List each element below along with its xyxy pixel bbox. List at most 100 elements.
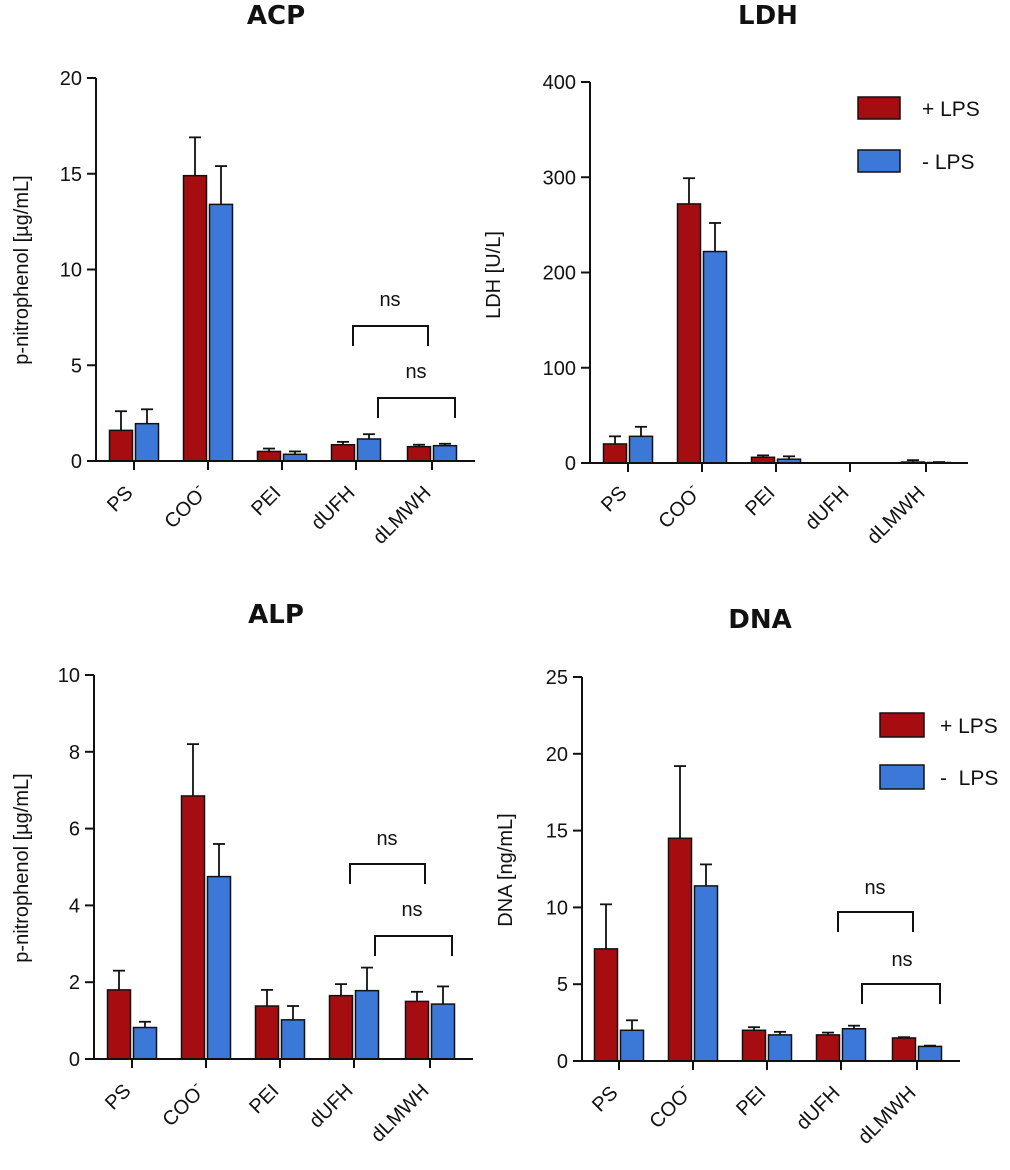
bar-plus-lps-dlmwh: [406, 445, 432, 462]
legend-swatch-minus-lps: [879, 764, 925, 790]
bar-plus-lps-dlmwh: [404, 1000, 430, 1060]
bar-plus-lps-pei: [741, 1029, 767, 1062]
chart-title-dna: DNA: [728, 605, 791, 635]
legend-swatch-plus-lps: [857, 96, 901, 120]
bar-minus-lps-pei: [767, 1034, 793, 1062]
ns-label: ns: [891, 949, 912, 971]
significance-bracket: ns: [837, 877, 914, 932]
legend-label-minus-lps: - LPS: [940, 767, 998, 790]
y-tick-label: 15: [60, 164, 82, 186]
y-tick-label: 10: [60, 260, 82, 282]
bar-minus-lps-pei: [282, 453, 308, 462]
chart-title-alp: ALP: [248, 600, 304, 630]
ns-label: ns: [405, 361, 426, 383]
category-label: COO-: [157, 478, 212, 533]
y-tick-label: 300: [543, 167, 576, 189]
bar-minus-lps-ps: [619, 1029, 645, 1062]
category-label: PS: [597, 482, 631, 516]
y-tick-label: 25: [546, 667, 568, 689]
y-axis-label-ldh: LDH [U/L]: [483, 231, 505, 319]
bar-plus-lps-ps: [602, 443, 628, 464]
category-label: PEI: [732, 1082, 770, 1120]
bar-minus-lps-dufh: [354, 989, 380, 1060]
bar-minus-lps-dlmwh: [430, 1003, 456, 1060]
y-tick-label: 10: [546, 897, 568, 919]
significance-bracket: ns: [349, 828, 426, 884]
y-tick-label: 200: [543, 263, 576, 285]
legend-swatch-plus-lps: [879, 712, 925, 738]
category-label: PS: [103, 482, 137, 516]
y-tick-label: 15: [546, 821, 568, 843]
chart-title-acp: ACP: [247, 1, 305, 31]
bar-plus-lps-ps: [593, 948, 619, 1062]
bar-plus-lps-coo: [180, 795, 206, 1060]
significance-bracket: ns: [861, 949, 941, 1004]
category-label: dLMWH: [863, 482, 930, 549]
bar-minus-lps-coo: [208, 203, 234, 462]
y-tick-label: 400: [543, 72, 576, 94]
category-label: dLMWH: [369, 482, 436, 549]
bar-minus-lps-coo: [206, 875, 232, 1060]
y-tick-label: 20: [546, 744, 568, 766]
bar-minus-lps-coo: [702, 250, 728, 464]
y-tick-label: 5: [557, 974, 568, 996]
y-tick-label: 0: [71, 451, 82, 473]
panel-acp: ACP p-nitrophenol [µg/mL] 0 5 10 15 20 PS CO…: [11, 1, 475, 549]
bar-minus-lps-dufh: [356, 438, 382, 462]
significance-bracket: ns: [352, 289, 429, 346]
category-label: COO-: [155, 1076, 210, 1131]
bar-minus-lps-ps: [132, 1026, 158, 1060]
bar-plus-lps-coo: [182, 174, 208, 462]
y-tick-label: 0: [557, 1051, 568, 1073]
category-label: dUFH: [801, 482, 853, 534]
category-label: dLMWH: [367, 1080, 434, 1147]
category-label: PS: [588, 1082, 622, 1116]
bar-plus-lps-dlmwh: [891, 1037, 917, 1062]
bar-plus-lps-coo: [676, 203, 702, 464]
y-tick-label: 0: [69, 1049, 80, 1071]
bar-plus-lps-pei: [254, 1005, 280, 1060]
ns-label: ns: [864, 877, 885, 899]
y-axis-label-dna: DNA [ng/mL]: [495, 813, 517, 926]
legend-label-minus-lps: - LPS: [922, 151, 975, 174]
y-tick-label: 20: [60, 68, 82, 90]
significance-bracket: ns: [377, 361, 456, 418]
legend-swatch-minus-lps: [857, 149, 901, 173]
ns-label: ns: [401, 899, 422, 921]
y-axis-label-acp: p-nitrophenol [µg/mL]: [11, 175, 33, 364]
legend: + LPS - LPS: [879, 712, 998, 790]
bar-minus-lps-ps: [134, 422, 160, 462]
category-label: PEI: [247, 482, 285, 520]
category-label: COO-: [642, 1078, 697, 1133]
legend-label-plus-lps: + LPS: [922, 98, 980, 121]
ns-label: ns: [376, 828, 397, 850]
legend-label-plus-lps: + LPS: [940, 715, 998, 738]
category-label: dLMWH: [854, 1082, 921, 1149]
category-label: COO-: [651, 478, 706, 533]
y-tick-label: 4: [69, 895, 80, 917]
y-tick-label: 8: [69, 742, 80, 764]
bar-plus-lps-ps: [106, 989, 132, 1060]
category-label: PEI: [741, 482, 779, 520]
y-tick-label: 2: [69, 972, 80, 994]
category-label: dUFH: [305, 1080, 357, 1132]
y-tick-label: 0: [565, 453, 576, 475]
bar-plus-lps-pei: [256, 450, 282, 462]
bar-minus-lps-ps: [628, 435, 654, 464]
bar-minus-lps-dlmwh: [917, 1045, 943, 1062]
legend: + LPS - LPS: [857, 96, 980, 174]
category-label: dUFH: [792, 1082, 844, 1134]
bar-plus-lps-coo: [667, 837, 693, 1062]
bar-plus-lps-dufh: [330, 443, 356, 462]
chart-title-ldh: LDH: [738, 1, 798, 31]
bar-minus-lps-pei: [280, 1019, 306, 1060]
y-tick-label: 6: [69, 819, 80, 841]
bar-plus-lps-dufh: [328, 994, 354, 1060]
y-tick-label: 100: [543, 358, 576, 380]
panel-alp: ALP p-nitrophenol [µg/mL] 0 2 4 6 8 10 PS COO…: [11, 600, 473, 1147]
category-label: PS: [101, 1080, 135, 1114]
ns-label: ns: [379, 289, 400, 311]
y-tick-label: 10: [58, 665, 80, 687]
